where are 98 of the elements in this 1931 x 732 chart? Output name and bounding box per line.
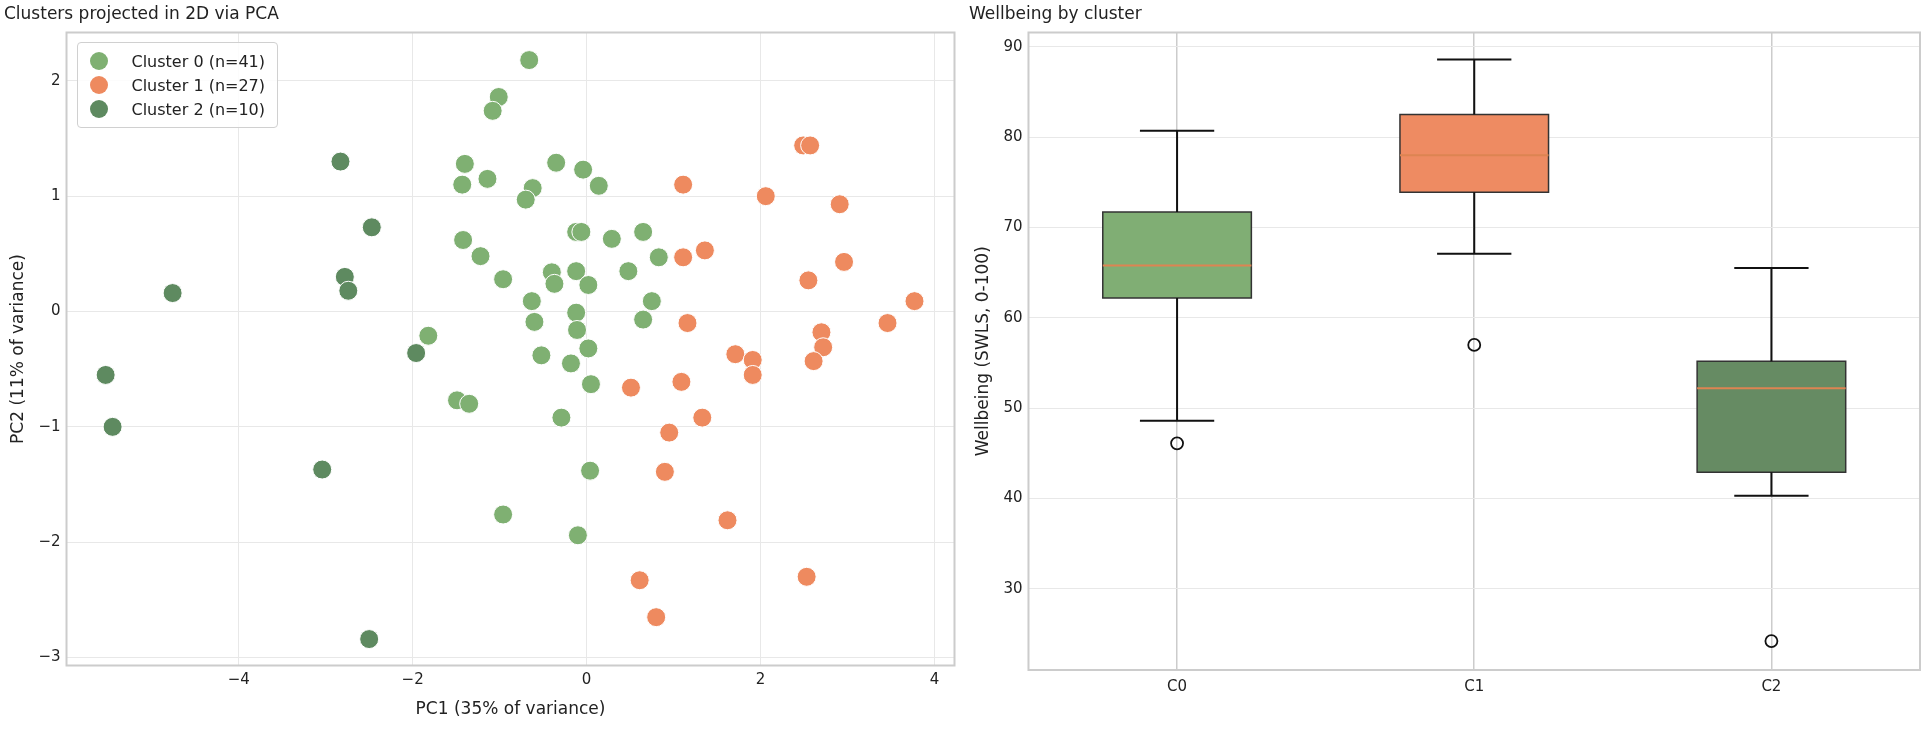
point bbox=[573, 159, 594, 180]
point bbox=[493, 269, 514, 290]
point bbox=[755, 186, 776, 207]
point bbox=[531, 345, 552, 366]
point bbox=[102, 416, 123, 437]
y-axis-title: Wellbeing (SWLS, 0-100) bbox=[971, 246, 992, 457]
point bbox=[692, 407, 713, 428]
y-tick-label: 70 bbox=[1003, 217, 1023, 236]
legend-label: Cluster 1 (n=27) bbox=[131, 75, 266, 95]
point bbox=[551, 407, 572, 428]
point bbox=[633, 221, 654, 242]
point bbox=[338, 280, 359, 301]
point bbox=[796, 566, 817, 587]
point bbox=[648, 247, 669, 268]
point bbox=[620, 377, 641, 398]
point bbox=[578, 274, 599, 295]
point bbox=[453, 230, 474, 251]
y-tick-label: 30 bbox=[1003, 578, 1023, 597]
point bbox=[452, 174, 473, 195]
point bbox=[829, 194, 850, 215]
point bbox=[524, 311, 545, 332]
point bbox=[418, 325, 439, 346]
point bbox=[904, 291, 925, 312]
point bbox=[671, 371, 692, 392]
x-tick-label: C1 bbox=[1464, 676, 1485, 695]
point bbox=[406, 343, 427, 364]
point bbox=[742, 364, 763, 385]
point bbox=[330, 151, 351, 172]
point bbox=[359, 629, 380, 650]
point bbox=[515, 189, 536, 210]
point bbox=[493, 504, 514, 525]
point bbox=[544, 273, 565, 294]
y-tick-label: 2 bbox=[50, 70, 61, 89]
point bbox=[629, 570, 650, 591]
y-tick-label: −2 bbox=[38, 532, 61, 551]
point bbox=[601, 228, 622, 249]
point bbox=[725, 344, 746, 365]
y-tick-label: 80 bbox=[1003, 127, 1023, 146]
point bbox=[459, 393, 480, 414]
point bbox=[633, 309, 654, 330]
point bbox=[813, 337, 834, 358]
y-tick-label: 90 bbox=[1003, 36, 1023, 55]
x-tick-label: C0 bbox=[1167, 676, 1188, 695]
x-tick-label: 0 bbox=[581, 670, 592, 689]
point bbox=[580, 374, 601, 395]
point bbox=[361, 217, 382, 238]
point bbox=[659, 422, 680, 443]
point bbox=[571, 221, 592, 242]
y-tick-label: 50 bbox=[1003, 397, 1023, 416]
x-tick-label: 4 bbox=[929, 670, 940, 689]
point bbox=[798, 270, 819, 291]
y-tick-label: 0 bbox=[50, 301, 61, 320]
point bbox=[673, 247, 694, 268]
point bbox=[673, 174, 694, 195]
y-tick-label: 1 bbox=[50, 186, 61, 205]
y-tick-label: −1 bbox=[38, 416, 61, 435]
point bbox=[580, 460, 601, 481]
y-axis-title: PC2 (11% of variance) bbox=[6, 254, 27, 444]
point bbox=[519, 50, 540, 71]
point bbox=[546, 152, 567, 173]
point bbox=[877, 313, 898, 334]
point bbox=[654, 461, 675, 482]
point bbox=[482, 100, 503, 121]
y-tick-label: 60 bbox=[1003, 307, 1023, 326]
point bbox=[717, 510, 738, 531]
x-tick-label: −4 bbox=[227, 670, 250, 689]
chart-title: Clusters projected in 2D via PCA bbox=[4, 2, 280, 23]
point bbox=[521, 291, 542, 312]
point bbox=[834, 251, 855, 272]
y-tick-label: −3 bbox=[38, 647, 61, 666]
point bbox=[588, 175, 609, 196]
x-tick-label: 2 bbox=[755, 670, 766, 689]
point bbox=[567, 319, 588, 340]
point bbox=[694, 240, 715, 261]
point bbox=[567, 525, 588, 546]
point bbox=[566, 261, 587, 282]
point bbox=[162, 283, 183, 304]
point bbox=[470, 246, 491, 267]
legend-label: Cluster 0 (n=41) bbox=[131, 51, 266, 71]
point bbox=[618, 261, 639, 282]
chart-title: Wellbeing by cluster bbox=[969, 2, 1142, 23]
point bbox=[477, 168, 498, 189]
y-tick-label: 40 bbox=[1003, 488, 1023, 507]
x-tick-label: C2 bbox=[1761, 676, 1782, 695]
point bbox=[454, 153, 475, 174]
point bbox=[677, 313, 698, 334]
point bbox=[566, 302, 587, 323]
point bbox=[641, 291, 662, 312]
point bbox=[578, 338, 599, 359]
point bbox=[803, 351, 824, 372]
point bbox=[800, 135, 821, 156]
x-axis-title: PC1 (35% of variance) bbox=[415, 698, 606, 719]
legend-label: Cluster 2 (n=10) bbox=[131, 99, 266, 119]
point bbox=[560, 353, 581, 374]
x-tick-label: −2 bbox=[401, 670, 424, 689]
point bbox=[312, 459, 333, 480]
point bbox=[95, 364, 116, 385]
point bbox=[646, 607, 667, 628]
